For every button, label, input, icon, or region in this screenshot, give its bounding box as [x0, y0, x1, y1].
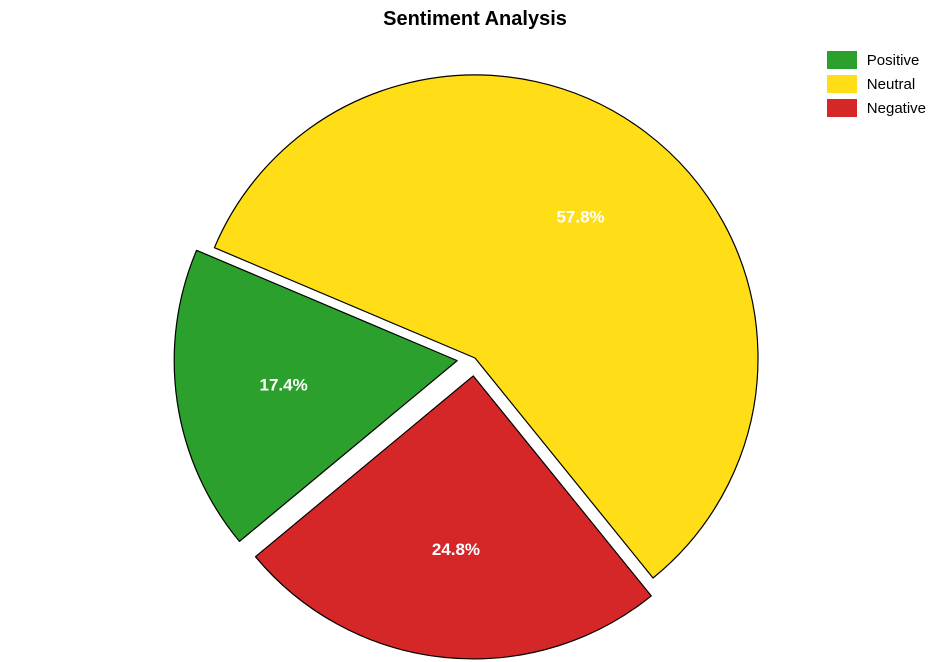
- legend: Positive Neutral Negative: [827, 48, 926, 120]
- pie-chart: 17.4% 57.8% 24.8%: [0, 0, 950, 662]
- legend-item-neutral: Neutral: [827, 72, 926, 96]
- legend-swatch-negative: [827, 99, 857, 117]
- legend-label-positive: Positive: [867, 52, 920, 69]
- pie-label-positive: 17.4%: [260, 376, 308, 395]
- pie-label-negative: 24.8%: [432, 540, 480, 559]
- legend-swatch-neutral: [827, 75, 857, 93]
- legend-swatch-positive: [827, 51, 857, 69]
- legend-label-neutral: Neutral: [867, 76, 915, 93]
- chart-container: { "chart": { "type": "pie", "title": "Se…: [0, 0, 950, 662]
- legend-label-negative: Negative: [867, 100, 926, 117]
- legend-item-negative: Negative: [827, 96, 926, 120]
- pie-label-neutral: 57.8%: [556, 207, 604, 226]
- legend-item-positive: Positive: [827, 48, 926, 72]
